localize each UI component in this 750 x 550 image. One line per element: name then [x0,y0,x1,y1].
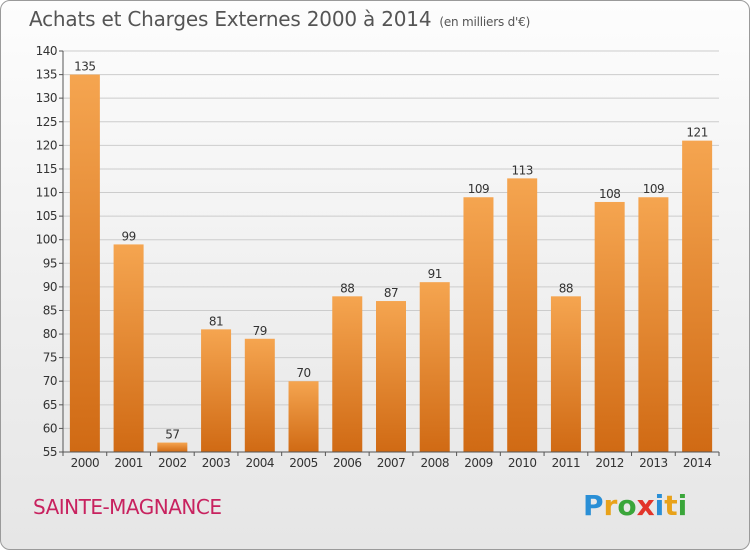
y-tick-label: 65 [43,398,57,412]
logo-letter: o [617,489,637,522]
bar-value-label: 113 [511,163,532,177]
y-tick-label: 110 [36,186,57,200]
x-tick-label: 2008 [420,456,449,470]
y-tick-label: 105 [36,209,57,223]
bar [682,140,713,452]
bar [507,178,538,452]
bar [69,74,100,453]
logo-letter: i [654,489,665,522]
bar-value-label: 57 [165,428,179,442]
logo-letter: r [603,489,618,522]
bar-value-label: 108 [599,187,620,201]
bar [419,282,450,452]
x-tick-label: 2011 [552,456,581,470]
bar [638,197,669,452]
y-tick-label: 95 [43,256,57,270]
logo-letter: i [677,489,688,522]
x-tick-label: 2001 [114,456,143,470]
y-tick-label: 140 [36,44,57,58]
bar [288,381,319,452]
x-tick-label: 2003 [202,456,231,470]
bar [550,296,581,452]
chart-title: Achats et Charges Externes 2000 à 2014 [29,7,432,31]
bar-value-label: 88 [559,281,573,295]
x-tick-label: 2000 [71,456,100,470]
bar [244,338,275,452]
x-tick-label: 2010 [508,456,537,470]
bar-value-label: 135 [74,60,95,74]
proxiti-logo: Proxiti [583,489,703,527]
y-tick-label: 70 [43,374,57,388]
y-tick-label: 120 [36,138,57,152]
commune-name: SAINTE-MAGNANCE [33,495,222,519]
chart-subtitle: (en milliers d'€) [439,15,531,29]
bar [594,201,625,452]
chart-title-row: Achats et Charges Externes 2000 à 2014 (e… [29,7,530,31]
y-tick-label: 125 [36,115,57,129]
y-tick-label: 85 [43,303,57,317]
x-tick-label: 2006 [333,456,362,470]
logo-letter: t [664,489,678,522]
y-tick-label: 115 [36,162,57,176]
bar-value-label: 91 [428,267,442,281]
x-tick-label: 2002 [158,456,187,470]
bar-value-label: 70 [296,366,310,380]
bar [201,329,232,452]
logo-letter: P [583,489,604,522]
bar-value-label: 109 [643,182,664,196]
bar-value-label: 99 [121,229,135,243]
bar-value-label: 88 [340,281,354,295]
y-tick-label: 80 [43,327,57,341]
x-tick-label: 2013 [639,456,668,470]
y-tick-label: 55 [43,445,57,459]
bar-value-label: 87 [384,286,398,300]
bar [332,296,363,452]
x-tick-label: 2007 [377,456,406,470]
bar-value-label: 121 [686,126,707,140]
x-tick-label: 2005 [289,456,318,470]
bar [376,301,406,452]
bar-value-label: 79 [253,324,267,338]
x-tick-label: 2012 [595,456,624,470]
y-tick-label: 90 [43,280,57,294]
bar [157,442,188,452]
y-tick-label: 60 [43,421,57,435]
bar-value-label: 81 [209,314,223,328]
y-tick-label: 100 [36,233,57,247]
x-tick-label: 2009 [464,456,493,470]
y-tick-label: 130 [36,91,57,105]
bar [463,197,494,452]
x-tick-label: 2014 [683,456,712,470]
bar-value-label: 109 [468,182,489,196]
axes: 55 60 65 70 75 80 85 90 95 100 105 110 115 120 125 130 1… [36,44,720,470]
y-tick-label: 75 [43,351,57,365]
x-tick-label: 2004 [246,456,275,470]
y-tick-label: 135 [36,68,57,82]
bar [113,244,144,452]
bars: 135 99 57 81 79 70 88 87 91 109 113 88 108 109 121 [69,60,713,453]
logo-letter: x [636,489,655,522]
